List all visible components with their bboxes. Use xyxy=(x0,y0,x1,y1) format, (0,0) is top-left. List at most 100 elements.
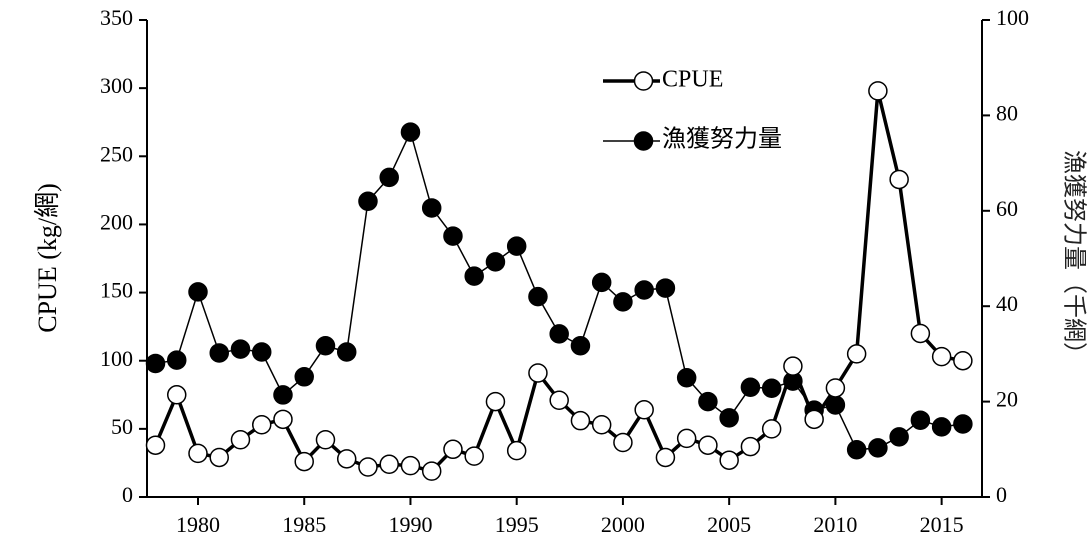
data-point xyxy=(740,377,761,398)
legend-label: CPUE xyxy=(662,67,723,93)
y-tick-label: 100 xyxy=(100,346,133,371)
data-point xyxy=(570,336,591,356)
data-point xyxy=(315,336,336,356)
x-tick-label: 2010 xyxy=(813,512,857,537)
data-point xyxy=(889,169,909,190)
y2-axis-label: 漁獲努力量（千網） xyxy=(1060,150,1087,366)
data-point xyxy=(485,252,506,272)
data-point xyxy=(464,446,484,466)
data-point xyxy=(528,363,548,383)
data-point xyxy=(676,368,697,388)
data-point xyxy=(910,323,931,344)
data-point xyxy=(336,342,357,362)
data-point xyxy=(613,432,633,453)
data-point xyxy=(783,356,803,376)
data-point xyxy=(209,343,229,363)
data-point xyxy=(698,391,718,412)
data-point xyxy=(868,438,888,458)
y-tick-label: 50 xyxy=(111,414,133,439)
y-axis-label: CPUE (kg/網) xyxy=(33,183,62,333)
data-point xyxy=(506,236,527,256)
data-point xyxy=(591,415,612,435)
data-point xyxy=(209,447,229,468)
data-point xyxy=(825,378,846,398)
data-point xyxy=(294,451,314,472)
data-point xyxy=(336,449,357,469)
data-point xyxy=(846,440,867,460)
data-point xyxy=(400,455,421,476)
data-point xyxy=(740,436,761,457)
y-tick-label: 350 xyxy=(100,5,133,30)
y-tick-label: 200 xyxy=(100,209,133,234)
data-point xyxy=(145,353,166,374)
y2-tick-label: 40 xyxy=(996,291,1018,316)
data-point xyxy=(294,367,314,387)
data-point xyxy=(379,167,399,188)
data-point xyxy=(400,122,421,142)
y2-tick-label: 20 xyxy=(996,387,1018,412)
data-point xyxy=(634,400,654,420)
data-point xyxy=(804,409,824,430)
data-point xyxy=(634,280,654,300)
data-point xyxy=(698,435,718,455)
data-point xyxy=(761,378,782,398)
data-point xyxy=(443,226,463,246)
x-tick-label: 1995 xyxy=(495,512,539,537)
data-point xyxy=(549,324,569,344)
data-point xyxy=(931,417,952,437)
data-point xyxy=(889,427,909,447)
data-point xyxy=(166,385,187,405)
x-tick-label: 1980 xyxy=(176,512,220,537)
y2-tick-label: 60 xyxy=(996,196,1018,221)
legend-label: 漁獲努力量 xyxy=(662,126,782,153)
data-point xyxy=(485,391,506,412)
y2-tick-label: 0 xyxy=(996,482,1007,507)
data-point xyxy=(421,198,442,218)
y-tick-label: 150 xyxy=(100,278,133,303)
data-point xyxy=(761,419,782,439)
data-point xyxy=(910,410,931,430)
legend-marker xyxy=(633,131,654,151)
data-point xyxy=(273,409,293,430)
data-point xyxy=(549,390,569,410)
data-point xyxy=(273,385,293,405)
data-point xyxy=(506,440,527,461)
data-point xyxy=(655,447,676,468)
legend-marker xyxy=(633,71,654,91)
y2-tick-label: 100 xyxy=(996,5,1029,30)
data-point xyxy=(528,286,548,307)
y2-tick-label: 80 xyxy=(996,100,1018,125)
data-point xyxy=(188,443,208,464)
data-point xyxy=(230,430,251,450)
data-point xyxy=(868,81,888,101)
x-tick-label: 2005 xyxy=(707,512,751,537)
data-point xyxy=(676,428,697,449)
y-tick-label: 250 xyxy=(100,141,133,166)
y-tick-label: 0 xyxy=(122,482,133,507)
data-point xyxy=(931,346,952,367)
data-point xyxy=(379,454,399,475)
data-point xyxy=(464,266,484,286)
data-point xyxy=(145,435,166,455)
data-point xyxy=(443,439,463,460)
data-point xyxy=(613,292,633,312)
data-point xyxy=(358,191,378,212)
data-point xyxy=(953,414,973,434)
data-point xyxy=(230,339,251,359)
data-point xyxy=(251,415,272,435)
data-point xyxy=(655,278,676,298)
data-point xyxy=(251,342,272,362)
data-point xyxy=(953,350,973,371)
data-point xyxy=(846,344,867,364)
data-point xyxy=(570,410,591,431)
data-point xyxy=(315,430,336,450)
x-tick-label: 1990 xyxy=(388,512,432,537)
data-point xyxy=(719,408,739,428)
data-point xyxy=(719,450,739,470)
x-tick-label: 2015 xyxy=(920,512,964,537)
x-tick-label: 2000 xyxy=(601,512,645,537)
data-point xyxy=(188,282,208,302)
data-point xyxy=(421,461,442,481)
y-tick-label: 300 xyxy=(100,73,133,98)
